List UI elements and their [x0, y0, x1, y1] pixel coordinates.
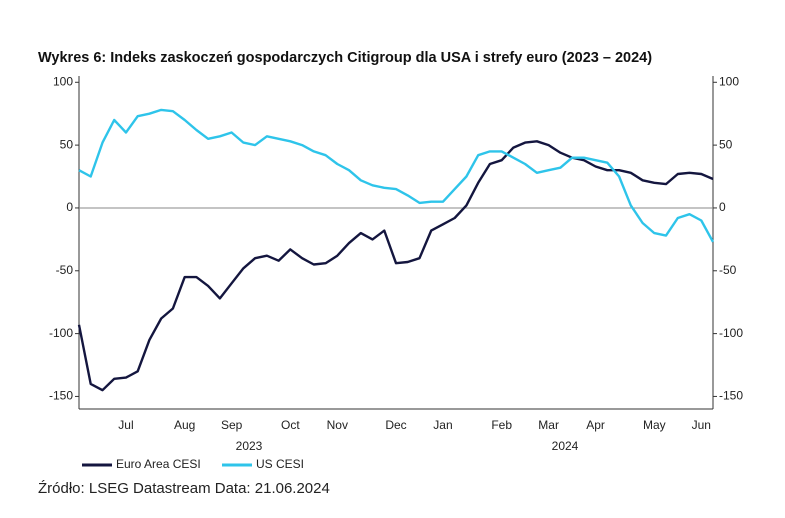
x-group-label: 2023 [236, 439, 263, 453]
y2-tick-label: 50 [719, 137, 733, 151]
x-tick-label: Oct [281, 418, 300, 432]
x-tick-label: Feb [491, 418, 512, 432]
x-tick-label: Mar [538, 418, 559, 432]
x-group-label: 2024 [552, 439, 579, 453]
y2-tick-label: -100 [719, 326, 743, 340]
y-tick-label: 50 [60, 137, 74, 151]
y2-tick-label: -50 [719, 263, 737, 277]
series-line [77, 140, 714, 392]
y2-tick-label: -150 [719, 389, 743, 403]
x-tick-label: Nov [327, 418, 348, 432]
x-tick-label: Aug [174, 418, 195, 432]
y-tick-label: -100 [49, 326, 73, 340]
y2-tick-label: 0 [719, 200, 726, 214]
x-tick-label: Dec [385, 418, 406, 432]
y-tick-label: 100 [53, 74, 73, 88]
x-tick-label: Jun [692, 418, 711, 432]
y-tick-label: -150 [49, 389, 73, 403]
x-tick-label: May [643, 418, 666, 432]
x-tick-label: Jan [433, 418, 452, 432]
legend-label: US CESI [256, 457, 304, 471]
legend-label: Euro Area CESI [116, 457, 201, 471]
chart-title: Wykres 6: Indeks zaskoczeń gospodarczych… [38, 50, 652, 66]
x-tick-label: Jul [118, 418, 133, 432]
x-tick-label: Sep [221, 418, 243, 432]
series-line [78, 108, 715, 243]
y2-tick-label: 100 [719, 74, 739, 88]
source-note: Źródło: LSEG Datastream Data: 21.06.2024 [38, 480, 330, 497]
y-tick-label: 0 [66, 200, 73, 214]
y-tick-label: -50 [56, 263, 74, 277]
x-tick-label: Apr [586, 418, 605, 432]
